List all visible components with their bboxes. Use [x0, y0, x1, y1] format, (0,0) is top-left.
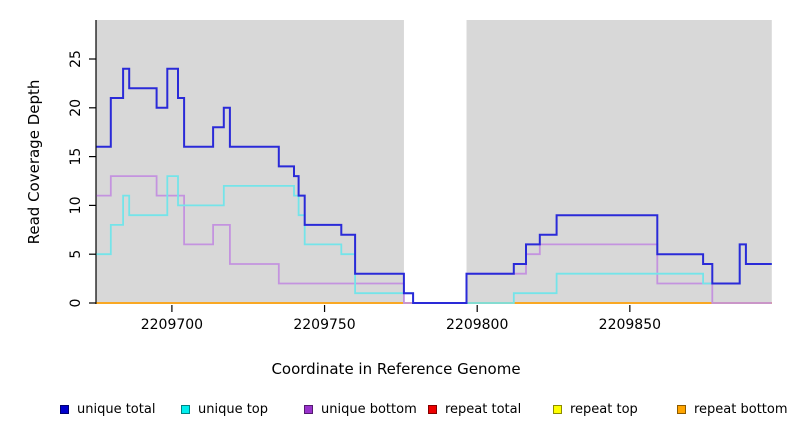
- legend-item-repeat-top: repeat top: [553, 401, 638, 417]
- legend-item-unique-total: unique total: [60, 401, 155, 417]
- x-tick-label: 2209850: [599, 317, 661, 333]
- legend-label: repeat top: [570, 401, 638, 417]
- legend-label: unique total: [77, 401, 156, 417]
- legend-swatch: [304, 404, 313, 414]
- x-tick-label: 2209700: [141, 317, 203, 333]
- series-unique-top: [96, 175, 772, 304]
- y-tick-label: 5: [68, 250, 84, 259]
- legend-swatch: [677, 404, 686, 414]
- y-tick-label: 10: [68, 196, 84, 214]
- legend-item-repeat-bottom: repeat bottom: [677, 401, 788, 417]
- legend-label: unique top: [198, 401, 269, 417]
- legend: unique total unique top unique bottom repea…: [0, 401, 792, 423]
- legend-label: unique bottom: [321, 401, 417, 417]
- y-axis-title: Read Coverage Depth: [25, 79, 43, 245]
- x-tick-label: 2209750: [293, 317, 355, 333]
- legend-item-unique-bottom: unique bottom: [304, 401, 417, 417]
- legend-swatch: [60, 404, 69, 414]
- y-tick-label: 0: [68, 299, 84, 308]
- y-tick-label: 20: [68, 99, 84, 117]
- legend-label: repeat bottom: [694, 401, 788, 417]
- series-unique-bottom: [96, 175, 772, 304]
- coverage-gap-band: [403, 20, 467, 304]
- series-unique-total: [96, 67, 772, 304]
- legend-swatch: [428, 404, 437, 414]
- x-axis-title: Coordinate in Reference Genome: [271, 360, 521, 378]
- legend-swatch: [181, 404, 190, 414]
- legend-label: repeat total: [445, 401, 522, 417]
- legend-item-repeat-total: repeat total: [428, 401, 521, 417]
- y-tick-label: 25: [68, 50, 84, 68]
- x-tick-label: 2209800: [446, 317, 508, 333]
- y-tick-label: 15: [68, 148, 84, 166]
- legend-swatch: [553, 404, 562, 414]
- legend-item-unique-top: unique top: [181, 401, 268, 417]
